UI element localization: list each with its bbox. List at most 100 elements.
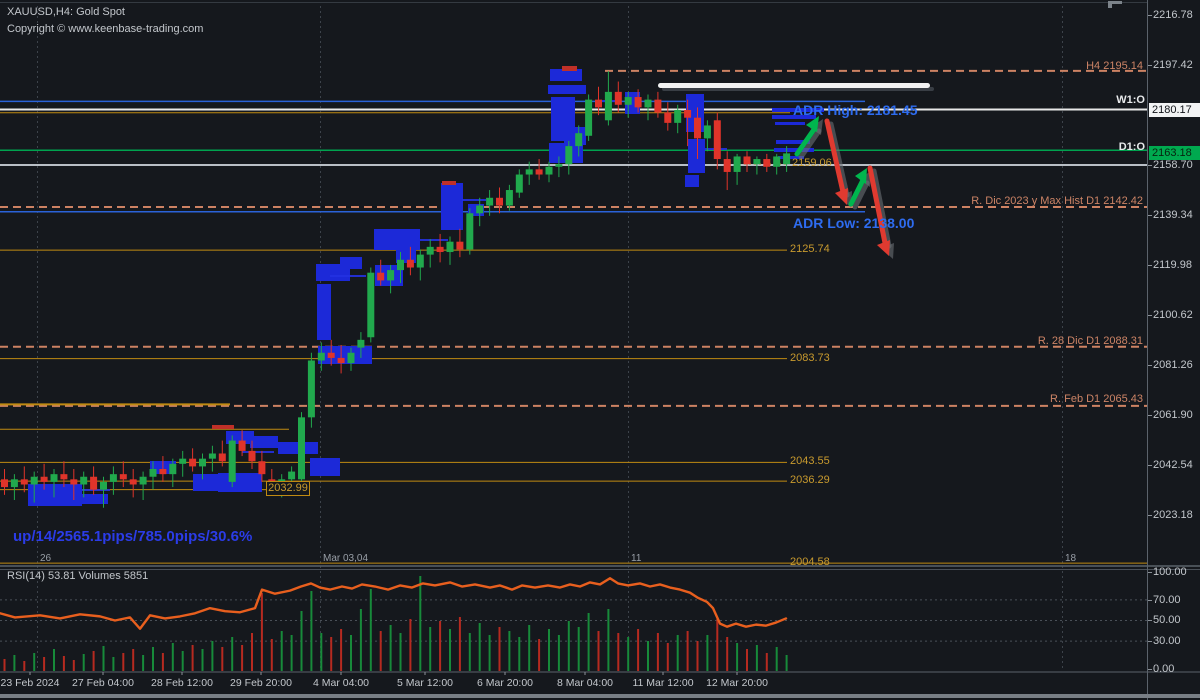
adr-low-annotation: ADR Low: 2138.00 — [793, 215, 915, 231]
price-axis-tick — [1148, 415, 1152, 416]
candle-body — [298, 417, 305, 480]
price-axis-label: 2100.62 — [1153, 308, 1193, 321]
volume-profile-block — [776, 140, 810, 144]
price-axis-tick — [1148, 264, 1152, 266]
volume-profile-block — [193, 474, 219, 491]
volume-profile-block — [317, 284, 331, 340]
drawn-white-line — [658, 83, 930, 88]
candle-body — [30, 476, 38, 485]
date-axis-label[interactable]: 4 Mar 04:00 — [312, 677, 370, 689]
volume-profile-tail — [330, 275, 366, 277]
price-axis-tick — [1148, 64, 1152, 66]
green-trend-arrow — [794, 125, 818, 157]
rsi-axis-label: 70.00 — [1153, 594, 1181, 606]
arrow-shadow — [852, 180, 870, 210]
volume-profile-tail — [242, 451, 274, 453]
candle-body — [743, 156, 751, 165]
candle-body — [515, 174, 523, 193]
date-axis-label[interactable]: 27 Feb 04:00 — [72, 677, 134, 689]
price-axis-label: 2023.18 — [1153, 509, 1193, 522]
candle-body — [664, 112, 672, 123]
candle-body — [763, 159, 771, 167]
price-axis-label: 2197.42 — [1153, 58, 1193, 71]
volume-profile-block — [772, 115, 816, 119]
candle-body — [228, 440, 236, 482]
resistance-label: R. Dic 2023 y Max Hist D1 2142.42 — [971, 195, 1143, 208]
price-axis-label: 2061.90 — [1153, 409, 1193, 421]
candle-body — [179, 458, 187, 464]
volume-profile-block — [774, 148, 814, 152]
volume-profile-block — [778, 156, 804, 159]
profile-poc-mark — [562, 66, 577, 71]
adr-high-annotation: ADR High: 2181.45 — [793, 102, 918, 118]
candle-body — [723, 159, 731, 172]
arrow-shadow — [871, 168, 892, 249]
candle-body — [50, 474, 58, 482]
green-arrow-head — [806, 116, 819, 132]
candle-body — [436, 246, 444, 253]
date-axis-label[interactable]: 8 Mar 04:00 — [556, 677, 614, 689]
candle-body — [109, 474, 117, 482]
candle-body — [317, 352, 325, 361]
window-bottom-edge — [0, 694, 1200, 698]
candle-body — [684, 109, 692, 118]
volume-profile-block — [310, 458, 340, 476]
red-trend-arrow — [867, 165, 888, 246]
candle-body — [40, 476, 48, 482]
candle-body — [169, 463, 177, 475]
volume-profile-tail — [462, 199, 486, 201]
candle-body — [545, 166, 553, 175]
candle-body — [713, 120, 721, 160]
candle-body — [624, 97, 632, 105]
candle-body — [327, 352, 335, 358]
period-separator-label: 26 — [40, 553, 52, 564]
price-axis-label: 2216.78 — [1153, 8, 1193, 21]
candle-body — [218, 453, 226, 462]
candle-body — [565, 146, 573, 165]
candle-body — [654, 99, 662, 113]
arrow-shadow — [828, 121, 850, 198]
price-tag-2032[interactable]: 2032.99 — [266, 481, 310, 496]
candle-body — [347, 352, 355, 364]
date-axis-label[interactable]: 5 Mar 12:00 — [396, 677, 454, 689]
candle-body — [703, 125, 711, 139]
red-arrow-head — [877, 240, 890, 256]
candle-body — [159, 468, 167, 475]
volume-profile-block — [685, 175, 699, 187]
date-axis-label[interactable]: 6 Mar 20:00 — [476, 677, 534, 689]
candle-body — [604, 91, 612, 121]
green-arrow-head — [855, 168, 867, 184]
date-axis-label[interactable]: 23 Feb 2024 — [0, 677, 60, 689]
price-axis-label: 2042.54 — [1153, 459, 1193, 471]
price-axis-label: 2119.98 — [1153, 258, 1192, 271]
candle-body — [288, 471, 296, 480]
candle-body — [367, 272, 375, 338]
candle-body — [783, 153, 791, 165]
volume-profile-block — [548, 85, 586, 94]
date-axis-label[interactable]: 28 Feb 12:00 — [151, 677, 213, 689]
candle-body — [307, 360, 315, 418]
volume-profile-block — [250, 436, 278, 448]
price-axis-tick — [1148, 14, 1152, 16]
chart-shift-marker — [1108, 1, 1122, 8]
open-level-label: D1:O — [1118, 141, 1145, 154]
arrow-shadow — [798, 128, 822, 160]
volume-profile-block — [775, 122, 805, 125]
candle-body — [466, 213, 474, 250]
date-axis-label[interactable]: 11 Mar 12:00 — [632, 677, 694, 689]
volume-profile-block — [441, 183, 463, 230]
candle-body — [80, 476, 88, 485]
candle-body — [446, 241, 454, 253]
open-level-label: W1:O — [1116, 93, 1145, 106]
candle-body — [70, 479, 78, 485]
candle-body — [496, 197, 503, 206]
date-axis-label[interactable]: 29 Feb 20:00 — [230, 677, 292, 689]
volume-profile-tail — [420, 239, 448, 241]
resistance-label: R. Feb D1 2065.43 — [1050, 392, 1143, 405]
candle-body — [60, 474, 68, 480]
date-axis-label[interactable]: 12 Mar 20:00 — [706, 677, 768, 689]
volume-profile-block — [374, 229, 420, 250]
price-axis-tick — [1148, 515, 1152, 517]
